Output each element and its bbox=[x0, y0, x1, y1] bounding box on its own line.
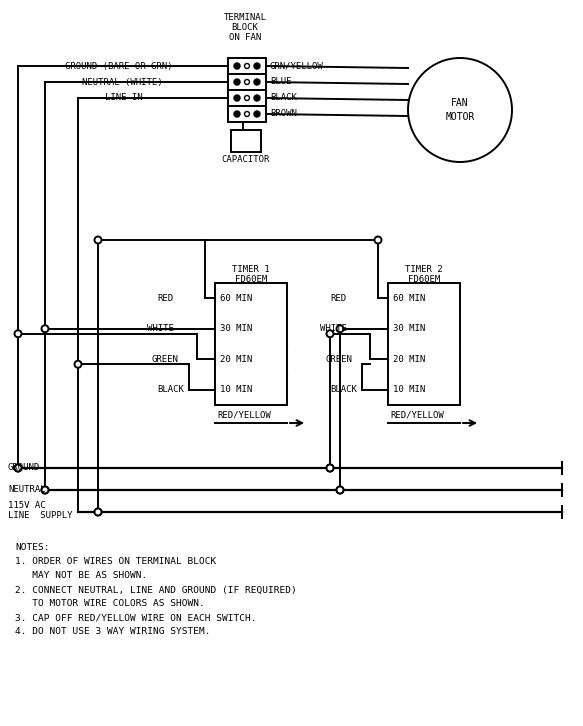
Text: TO MOTOR WIRE COLORS AS SHOWN.: TO MOTOR WIRE COLORS AS SHOWN. bbox=[15, 600, 205, 608]
Circle shape bbox=[244, 63, 250, 68]
Text: GROUND: GROUND bbox=[8, 463, 40, 473]
Bar bbox=[228, 90, 266, 106]
Circle shape bbox=[336, 325, 343, 333]
Text: GREEN: GREEN bbox=[325, 355, 352, 364]
Text: 20 MIN: 20 MIN bbox=[220, 355, 252, 364]
Circle shape bbox=[244, 80, 250, 84]
Text: GRN/YELLOW: GRN/YELLOW bbox=[270, 62, 324, 70]
Text: WHITE: WHITE bbox=[147, 325, 174, 333]
Circle shape bbox=[15, 465, 22, 471]
Bar bbox=[228, 74, 266, 90]
Text: RED/YELLOW: RED/YELLOW bbox=[390, 410, 444, 420]
Text: FAN: FAN bbox=[451, 98, 469, 108]
Circle shape bbox=[254, 63, 260, 69]
Circle shape bbox=[94, 508, 101, 515]
Text: NEUTRAL (WHITE): NEUTRAL (WHITE) bbox=[82, 78, 163, 86]
Circle shape bbox=[244, 96, 250, 100]
Text: FD60EM: FD60EM bbox=[235, 274, 267, 283]
Text: MAY NOT BE AS SHOWN.: MAY NOT BE AS SHOWN. bbox=[15, 571, 147, 581]
Text: 20 MIN: 20 MIN bbox=[393, 355, 425, 364]
Circle shape bbox=[234, 79, 240, 85]
Circle shape bbox=[336, 486, 343, 494]
Text: LINE IN: LINE IN bbox=[105, 94, 143, 102]
Text: 115V AC: 115V AC bbox=[8, 502, 45, 510]
Text: GROUND (BARE OR GRN): GROUND (BARE OR GRN) bbox=[65, 62, 173, 70]
Circle shape bbox=[41, 325, 48, 333]
Circle shape bbox=[234, 63, 240, 69]
Text: CAPACITOR: CAPACITOR bbox=[222, 155, 270, 165]
Circle shape bbox=[234, 111, 240, 117]
Circle shape bbox=[41, 486, 48, 494]
Bar bbox=[388, 283, 460, 405]
Text: 30 MIN: 30 MIN bbox=[393, 325, 425, 333]
Text: 4. DO NOT USE 3 WAY WIRING SYSTEM.: 4. DO NOT USE 3 WAY WIRING SYSTEM. bbox=[15, 627, 210, 637]
Text: TIMER 1: TIMER 1 bbox=[232, 264, 270, 274]
Text: RED: RED bbox=[157, 294, 173, 303]
Text: 2. CONNECT NEUTRAL, LINE AND GROUND (IF REQUIRED): 2. CONNECT NEUTRAL, LINE AND GROUND (IF … bbox=[15, 585, 297, 595]
Circle shape bbox=[254, 95, 260, 101]
Bar bbox=[215, 283, 287, 405]
Circle shape bbox=[234, 95, 240, 101]
Text: 3. CAP OFF RED/YELLOW WIRE ON EACH SWITCH.: 3. CAP OFF RED/YELLOW WIRE ON EACH SWITC… bbox=[15, 613, 257, 622]
Text: ON FAN: ON FAN bbox=[229, 33, 261, 43]
Text: WHITE: WHITE bbox=[320, 325, 347, 333]
Circle shape bbox=[15, 330, 22, 338]
Circle shape bbox=[374, 237, 381, 243]
Text: 30 MIN: 30 MIN bbox=[220, 325, 252, 333]
Text: LINE  SUPPLY: LINE SUPPLY bbox=[8, 512, 72, 521]
Text: BLACK: BLACK bbox=[270, 94, 297, 102]
Circle shape bbox=[94, 508, 101, 515]
Text: 10 MIN: 10 MIN bbox=[220, 386, 252, 394]
Circle shape bbox=[75, 361, 82, 368]
Text: BLACK: BLACK bbox=[330, 386, 357, 394]
Text: FD60EM: FD60EM bbox=[408, 274, 440, 283]
Circle shape bbox=[336, 486, 343, 494]
Circle shape bbox=[244, 112, 250, 116]
Circle shape bbox=[41, 486, 48, 494]
Circle shape bbox=[94, 237, 101, 243]
Text: 60 MIN: 60 MIN bbox=[220, 294, 252, 303]
Text: RED: RED bbox=[330, 294, 346, 303]
Text: TIMER 2: TIMER 2 bbox=[405, 264, 443, 274]
Circle shape bbox=[15, 465, 22, 471]
Text: MOTOR: MOTOR bbox=[445, 112, 475, 122]
Bar bbox=[228, 106, 266, 122]
Text: NOTES:: NOTES: bbox=[15, 544, 50, 552]
Bar bbox=[231, 130, 261, 152]
Circle shape bbox=[326, 465, 333, 471]
Text: RED/YELLOW: RED/YELLOW bbox=[217, 410, 271, 420]
Text: 1. ORDER OF WIRES ON TERMINAL BLOCK: 1. ORDER OF WIRES ON TERMINAL BLOCK bbox=[15, 558, 216, 566]
Circle shape bbox=[326, 465, 333, 471]
Circle shape bbox=[254, 79, 260, 85]
Circle shape bbox=[254, 111, 260, 117]
Text: BLUE: BLUE bbox=[270, 78, 292, 86]
Circle shape bbox=[408, 58, 512, 162]
Text: 60 MIN: 60 MIN bbox=[393, 294, 425, 303]
Text: BROWN: BROWN bbox=[270, 110, 297, 118]
Text: BLOCK: BLOCK bbox=[231, 23, 258, 33]
Circle shape bbox=[326, 330, 333, 338]
Text: 10 MIN: 10 MIN bbox=[393, 386, 425, 394]
Text: BLACK: BLACK bbox=[157, 386, 184, 394]
Text: TERMINAL: TERMINAL bbox=[223, 14, 266, 23]
Text: GREEN: GREEN bbox=[152, 355, 179, 364]
Text: NEUTRAL: NEUTRAL bbox=[8, 486, 45, 494]
Bar bbox=[228, 58, 266, 74]
